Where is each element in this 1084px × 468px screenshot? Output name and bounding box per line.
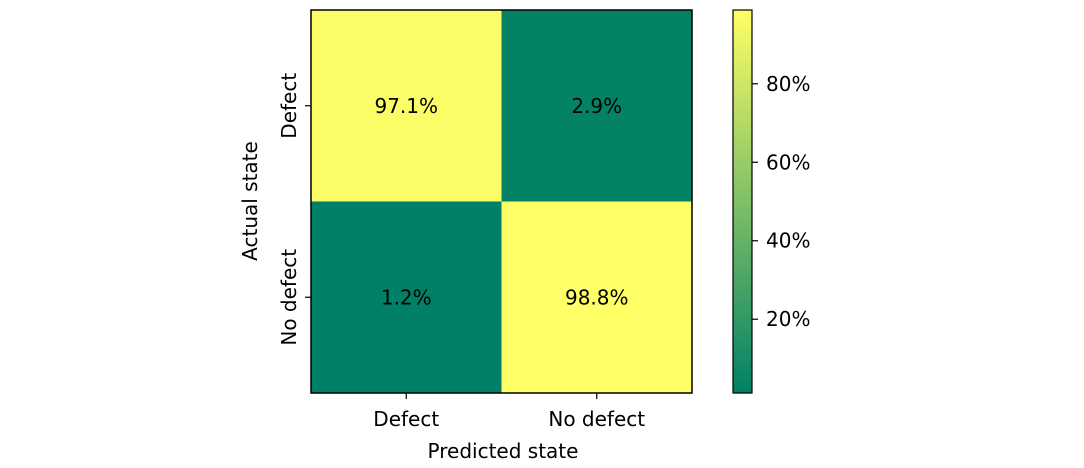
heatmap-cell [311, 201, 502, 393]
colorbar-tick-label: 20% [766, 307, 810, 331]
x-tick-label: Defect [373, 407, 439, 431]
x-axis-title: Predicted state [428, 439, 579, 463]
cell-value-label: 2.9% [571, 94, 622, 118]
y-tick-label: Defect [277, 73, 301, 139]
y-axis-ticks: Defect No defect [277, 73, 311, 346]
heatmap-cell [501, 201, 692, 393]
colorbar-tick-label: 60% [766, 150, 810, 174]
y-axis-title: Actual state [238, 141, 262, 261]
colorbar-ticks: 20% 40% 60% 80% [752, 72, 810, 331]
colorbar-tick-label: 80% [766, 72, 810, 96]
heatmap-cell [501, 10, 692, 202]
x-tick-label: No defect [548, 407, 645, 431]
colorbar-tick-label: 40% [766, 229, 810, 253]
plot-frame [310, 9, 693, 394]
heatmap-cells: 97.1% 2.9% 1.2% 98.8% [311, 10, 692, 393]
cell-value-label: 98.8% [565, 285, 629, 309]
heatmap-cell [311, 10, 502, 202]
x-axis-ticks: Defect No defect [373, 393, 645, 431]
cell-value-label: 97.1% [374, 94, 438, 118]
colorbar [732, 9, 753, 394]
y-tick-label: No defect [277, 249, 301, 346]
cell-value-label: 1.2% [381, 285, 432, 309]
